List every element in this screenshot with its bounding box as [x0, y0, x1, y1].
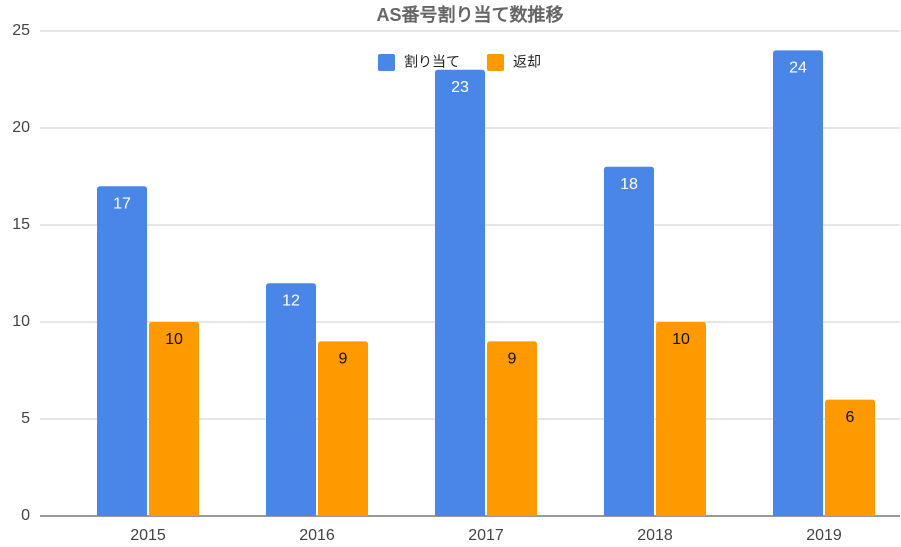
data-label: 9 [508, 351, 517, 368]
bar [149, 322, 199, 516]
bar [487, 341, 537, 516]
legend-swatch [487, 54, 504, 71]
bar [97, 186, 147, 516]
x-tick-label: 2016 [299, 527, 335, 544]
y-tick-label: 20 [12, 119, 30, 136]
data-label: 10 [672, 331, 690, 348]
y-tick-label: 15 [12, 216, 30, 233]
y-tick-label: 25 [12, 22, 30, 39]
x-tick-label: 2018 [637, 527, 673, 544]
data-label: 18 [620, 176, 638, 193]
y-tick-label: 10 [12, 313, 30, 330]
data-label: 6 [846, 409, 855, 426]
y-tick-label: 5 [21, 410, 30, 427]
legend-label: 割り当て [404, 54, 460, 70]
data-label: 24 [789, 60, 807, 77]
data-label: 23 [451, 79, 469, 96]
data-label: 12 [282, 292, 300, 309]
bar [656, 322, 706, 516]
legend-label: 返却 [513, 54, 541, 70]
x-tick-label: 2017 [468, 527, 504, 544]
bar [773, 50, 823, 517]
bar [435, 69, 485, 517]
legend-swatch [378, 54, 395, 71]
data-label: 10 [165, 331, 183, 348]
x-tick-label: 2015 [130, 527, 166, 544]
y-tick-label: 0 [21, 507, 30, 524]
data-label: 17 [113, 195, 131, 212]
x-tick-label: 2019 [806, 527, 842, 544]
data-label: 9 [339, 351, 348, 368]
bar [825, 399, 875, 516]
chart-title: AS番号割り当て数推移 [376, 4, 563, 25]
bar [318, 341, 368, 516]
bar [266, 283, 316, 516]
bar [604, 166, 654, 517]
